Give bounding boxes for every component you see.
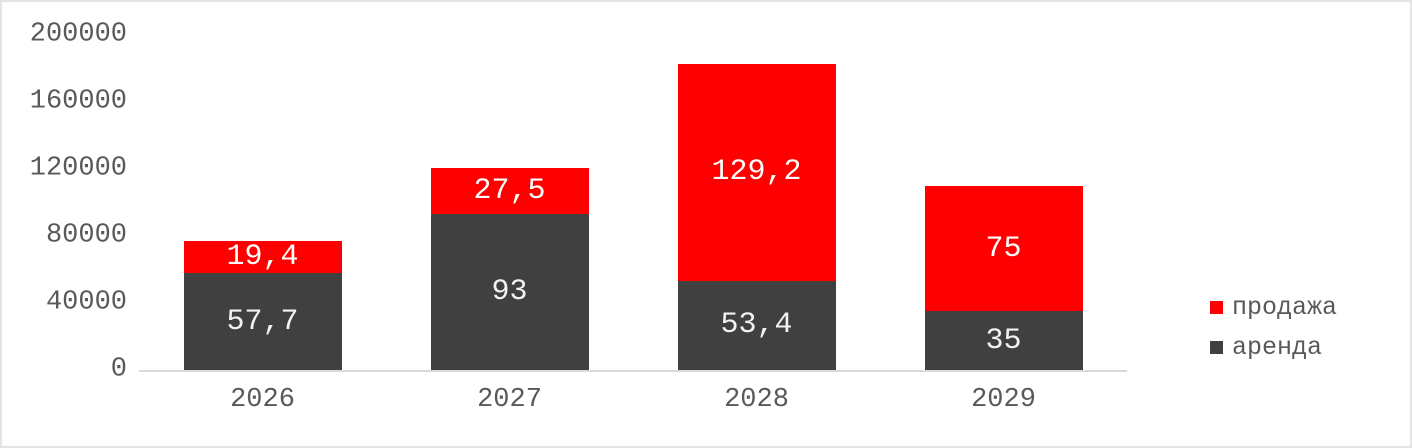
y-tick-label: 0	[110, 354, 127, 385]
bar-segment-аренда-2027[interactable]: 93	[430, 214, 589, 370]
y-tick-label: 200000	[29, 19, 127, 50]
bar-data-label: 93	[491, 275, 528, 310]
legend-swatch-icon	[1210, 301, 1223, 314]
bar-data-label: 27,5	[473, 174, 546, 209]
bar-segment-аренда-2026[interactable]: 57,7	[183, 273, 342, 370]
y-tick-label: 120000	[29, 153, 127, 184]
bar-segment-продажа-2027[interactable]: 27,5	[430, 168, 589, 215]
bar-segment-продажа-2028[interactable]: 129,2	[677, 64, 836, 281]
bar-data-label: 57,7	[226, 304, 299, 339]
y-axis: 0 40000 80000 120000 160000 200000	[10, 2, 127, 446]
legend-label: продажа	[1232, 293, 1338, 322]
bar-segment-аренда-2028[interactable]: 53,4	[677, 280, 836, 370]
x-tick-label-2029: 2029	[971, 385, 1036, 415]
bar-data-label: 35	[985, 323, 1022, 358]
bar-group-2027: 93 27,5	[430, 168, 589, 370]
legend-swatch-icon	[1210, 341, 1223, 354]
bar-segment-аренда-2029[interactable]: 35	[924, 311, 1083, 370]
bar-data-label: 19,4	[226, 240, 299, 275]
x-axis: 2026 2027 2028 2029	[139, 387, 1127, 427]
bar-group-2029: 35 75	[924, 185, 1083, 370]
bar-group-2028: 53,4 129,2	[677, 64, 836, 370]
x-tick-label-2026: 2026	[230, 385, 295, 415]
bar-segment-продажа-2026[interactable]: 19,4	[183, 240, 342, 275]
legend-item-продажа[interactable]: продажа	[1210, 294, 1337, 321]
y-tick-label: 160000	[29, 86, 127, 117]
bar-data-label: 75	[985, 231, 1022, 266]
plot-area: 57,7 19,4 93 27,5 53,4 129,2 35 75	[139, 35, 1127, 372]
legend-item-аренда[interactable]: аренда	[1210, 334, 1337, 361]
y-tick-label: 80000	[45, 220, 127, 251]
x-tick-label-2027: 2027	[477, 385, 542, 415]
bar-data-label: 53,4	[720, 308, 793, 343]
legend-label: аренда	[1232, 333, 1323, 362]
y-tick-label: 40000	[45, 287, 127, 318]
legend: продажа аренда	[1210, 294, 1337, 361]
bar-group-2026: 57,7 19,4	[183, 240, 342, 370]
bar-segment-продажа-2029[interactable]: 75	[924, 185, 1083, 312]
bar-data-label: 129,2	[711, 155, 802, 190]
x-tick-label-2028: 2028	[724, 385, 789, 415]
